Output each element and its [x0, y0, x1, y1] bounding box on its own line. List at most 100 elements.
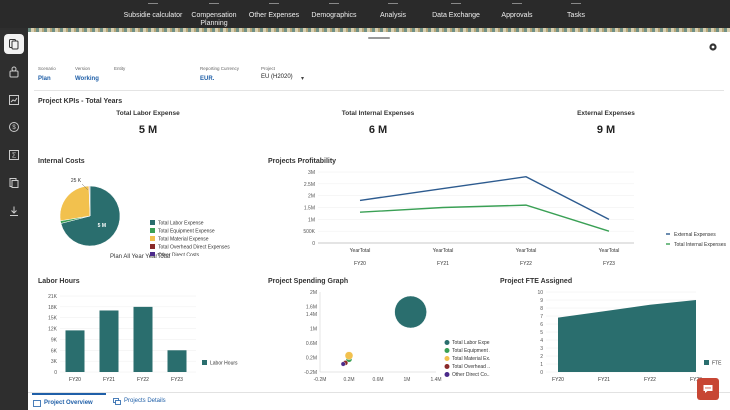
chevron-down-icon: ▾	[301, 76, 305, 82]
nav-subsidie-calculator[interactable]: Subsidie calculator	[118, 0, 188, 28]
legend-swatch	[444, 372, 450, 377]
bar	[167, 350, 187, 372]
version-label: Version	[75, 66, 91, 71]
nav-other-expenses[interactable]: Other Expenses	[245, 0, 303, 28]
copy-icon	[9, 178, 19, 188]
pie-callout-label: 25 K	[71, 178, 82, 184]
calculator-button[interactable]	[4, 62, 24, 82]
nav-demographics[interactable]: Demographics	[305, 0, 363, 28]
project-label: Project	[261, 66, 276, 71]
legend-swatch	[150, 244, 155, 249]
pie-callout-line	[81, 183, 89, 191]
nav-analysis[interactable]: Analysis	[370, 0, 416, 28]
left-navigation-rail: $ Σ	[0, 28, 28, 410]
y-tick-label: 0	[312, 241, 315, 247]
nav-icon	[269, 1, 279, 4]
nav-compensation-planning[interactable]: Compensation Planning	[188, 0, 240, 28]
kpi-label: External Expenses	[577, 110, 635, 117]
sigma-icon: Σ	[9, 150, 19, 160]
dollar-button[interactable]: $	[4, 117, 24, 137]
nav-label: Demographics	[311, 12, 357, 19]
y-tick-label: 2.5M	[304, 182, 315, 188]
nav-icon	[329, 1, 339, 4]
nav-label: Other Expenses	[248, 12, 300, 19]
legend-label: Total Internal Expenses	[674, 242, 726, 248]
dashboard-content: Scenario Plan Version Working Entity Rep…	[28, 32, 730, 394]
profitability-line-chart: 0 500K 1M 1.5M 2M 2.5M 3M YearTotal FY20 YearTota…	[303, 170, 726, 267]
pages-button[interactable]	[4, 34, 24, 54]
overview-icon	[33, 400, 41, 407]
legend-swatch	[150, 228, 155, 233]
kpi-value: 9 M	[596, 124, 616, 136]
x-tick-label: FY23	[171, 377, 183, 383]
legend-swatch	[150, 236, 155, 241]
nav-icon	[571, 1, 581, 4]
x-tick-label: FY20	[552, 377, 564, 383]
y-tick-label: 4	[540, 338, 543, 344]
panel-drag-handle[interactable]	[368, 37, 390, 39]
nav-tasks[interactable]: Tasks	[557, 0, 595, 28]
nav-data-exchange[interactable]: Data Exchange	[426, 0, 486, 28]
x-tick-label: FY22	[137, 377, 149, 383]
y-tick-label: 0	[54, 370, 57, 376]
version-value[interactable]: Working	[75, 76, 99, 82]
kpi-label: Total Labor Expense	[116, 110, 180, 117]
legend-label: Total Overhead ...	[452, 364, 490, 370]
legend-label: External Expenses	[674, 232, 716, 238]
chat-button[interactable]	[697, 378, 719, 400]
tab-label: Projects Details	[124, 398, 166, 404]
scenario-label: Scenario	[38, 66, 56, 71]
legend-label: Total Material Ex...	[452, 356, 490, 362]
y-tick-label: 2M	[310, 290, 317, 296]
legend-swatch	[444, 356, 450, 361]
y-tick-label: -0.2M	[304, 370, 317, 376]
project-value: EU (H2020)	[261, 74, 293, 80]
tab-project-overview[interactable]: Project Overview	[32, 393, 106, 410]
fte-title: Project FTE Assigned	[500, 278, 573, 285]
details-icon	[113, 398, 121, 405]
labor-hours-bar-chart: 0 3K 6K 9K 12K 15K 18K 21K FY20 FY21 FY22 FY23 Labor…	[48, 294, 238, 383]
legend-swatch	[704, 360, 709, 365]
kpi-label: Total Internal Expenses	[341, 110, 415, 117]
y-tick-label: 9	[540, 298, 543, 304]
nav-icon	[209, 1, 219, 4]
nav-icon	[451, 1, 461, 4]
legend-swatch	[444, 364, 450, 369]
x-tick-label: FY21	[598, 377, 610, 383]
y-tick-label: 10	[537, 290, 543, 296]
currency-value[interactable]: EUR.	[200, 76, 215, 82]
pie-data-label: 5 M	[98, 223, 106, 229]
y-tick-label: 3K	[51, 359, 58, 365]
x-tick-label: FY22	[644, 377, 656, 383]
calculator-icon	[9, 66, 19, 78]
x-tick-label: 1M	[404, 377, 411, 383]
svg-text:$: $	[12, 125, 16, 131]
download-button[interactable]	[4, 201, 24, 221]
nav-label: Data Exchange	[432, 12, 480, 19]
copy-button[interactable]	[4, 173, 24, 193]
legend-swatch	[150, 252, 155, 256]
dollar-icon: $	[9, 122, 19, 132]
sigma-button[interactable]: Σ	[4, 145, 24, 165]
chart-button[interactable]	[4, 90, 24, 110]
kpi-section-title: Project KPIs - Total Years	[38, 98, 123, 105]
legend-label: Total Material Expense	[158, 237, 209, 243]
tab-projects-details[interactable]: Projects Details	[112, 393, 178, 410]
y-tick-label: 21K	[48, 294, 58, 300]
profitability-title: Projects Profitability	[268, 158, 337, 165]
scenario-value[interactable]: Plan	[38, 76, 51, 82]
y-tick-label: 8	[540, 306, 543, 312]
legend-swatch	[150, 220, 155, 225]
legend-label: Total Overhead Direct Expenses	[158, 245, 230, 251]
entity-label: Entity	[114, 66, 126, 71]
legend-swatch	[444, 348, 450, 353]
y-tick-label: 12K	[48, 327, 58, 333]
x-tick-label: 0.2M	[343, 377, 354, 383]
settings-gear-icon[interactable]	[708, 42, 718, 52]
x-tick-label: FY20	[69, 377, 81, 383]
nav-label: Approvals	[501, 12, 533, 19]
legend-swatch	[444, 340, 450, 345]
project-dropdown[interactable]: EU (H2020) ▾	[261, 74, 305, 84]
nav-approvals[interactable]: Approvals	[494, 0, 540, 28]
